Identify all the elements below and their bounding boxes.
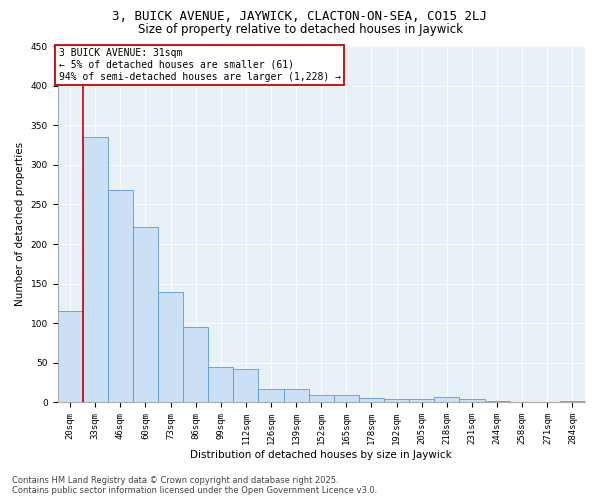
Bar xyxy=(334,394,359,402)
Bar xyxy=(359,398,384,402)
Bar xyxy=(284,389,309,402)
Bar xyxy=(108,190,133,402)
Bar xyxy=(460,398,485,402)
Bar xyxy=(409,398,434,402)
Bar xyxy=(83,137,108,402)
Text: Contains HM Land Registry data © Crown copyright and database right 2025.
Contai: Contains HM Land Registry data © Crown c… xyxy=(12,476,377,495)
Bar xyxy=(208,367,233,402)
Bar xyxy=(133,228,158,402)
Bar xyxy=(183,327,208,402)
Bar xyxy=(58,312,83,402)
Bar xyxy=(309,394,334,402)
Bar xyxy=(560,401,585,402)
Text: 3 BUICK AVENUE: 31sqm
← 5% of detached houses are smaller (61)
94% of semi-detac: 3 BUICK AVENUE: 31sqm ← 5% of detached h… xyxy=(59,48,341,82)
Bar xyxy=(485,401,509,402)
Bar xyxy=(434,397,460,402)
Bar xyxy=(158,292,183,403)
Bar xyxy=(233,369,259,402)
Y-axis label: Number of detached properties: Number of detached properties xyxy=(15,142,25,306)
Text: Size of property relative to detached houses in Jaywick: Size of property relative to detached ho… xyxy=(137,22,463,36)
Text: 3, BUICK AVENUE, JAYWICK, CLACTON-ON-SEA, CO15 2LJ: 3, BUICK AVENUE, JAYWICK, CLACTON-ON-SEA… xyxy=(113,10,487,23)
X-axis label: Distribution of detached houses by size in Jaywick: Distribution of detached houses by size … xyxy=(190,450,452,460)
Bar xyxy=(259,389,284,402)
Bar xyxy=(384,398,409,402)
